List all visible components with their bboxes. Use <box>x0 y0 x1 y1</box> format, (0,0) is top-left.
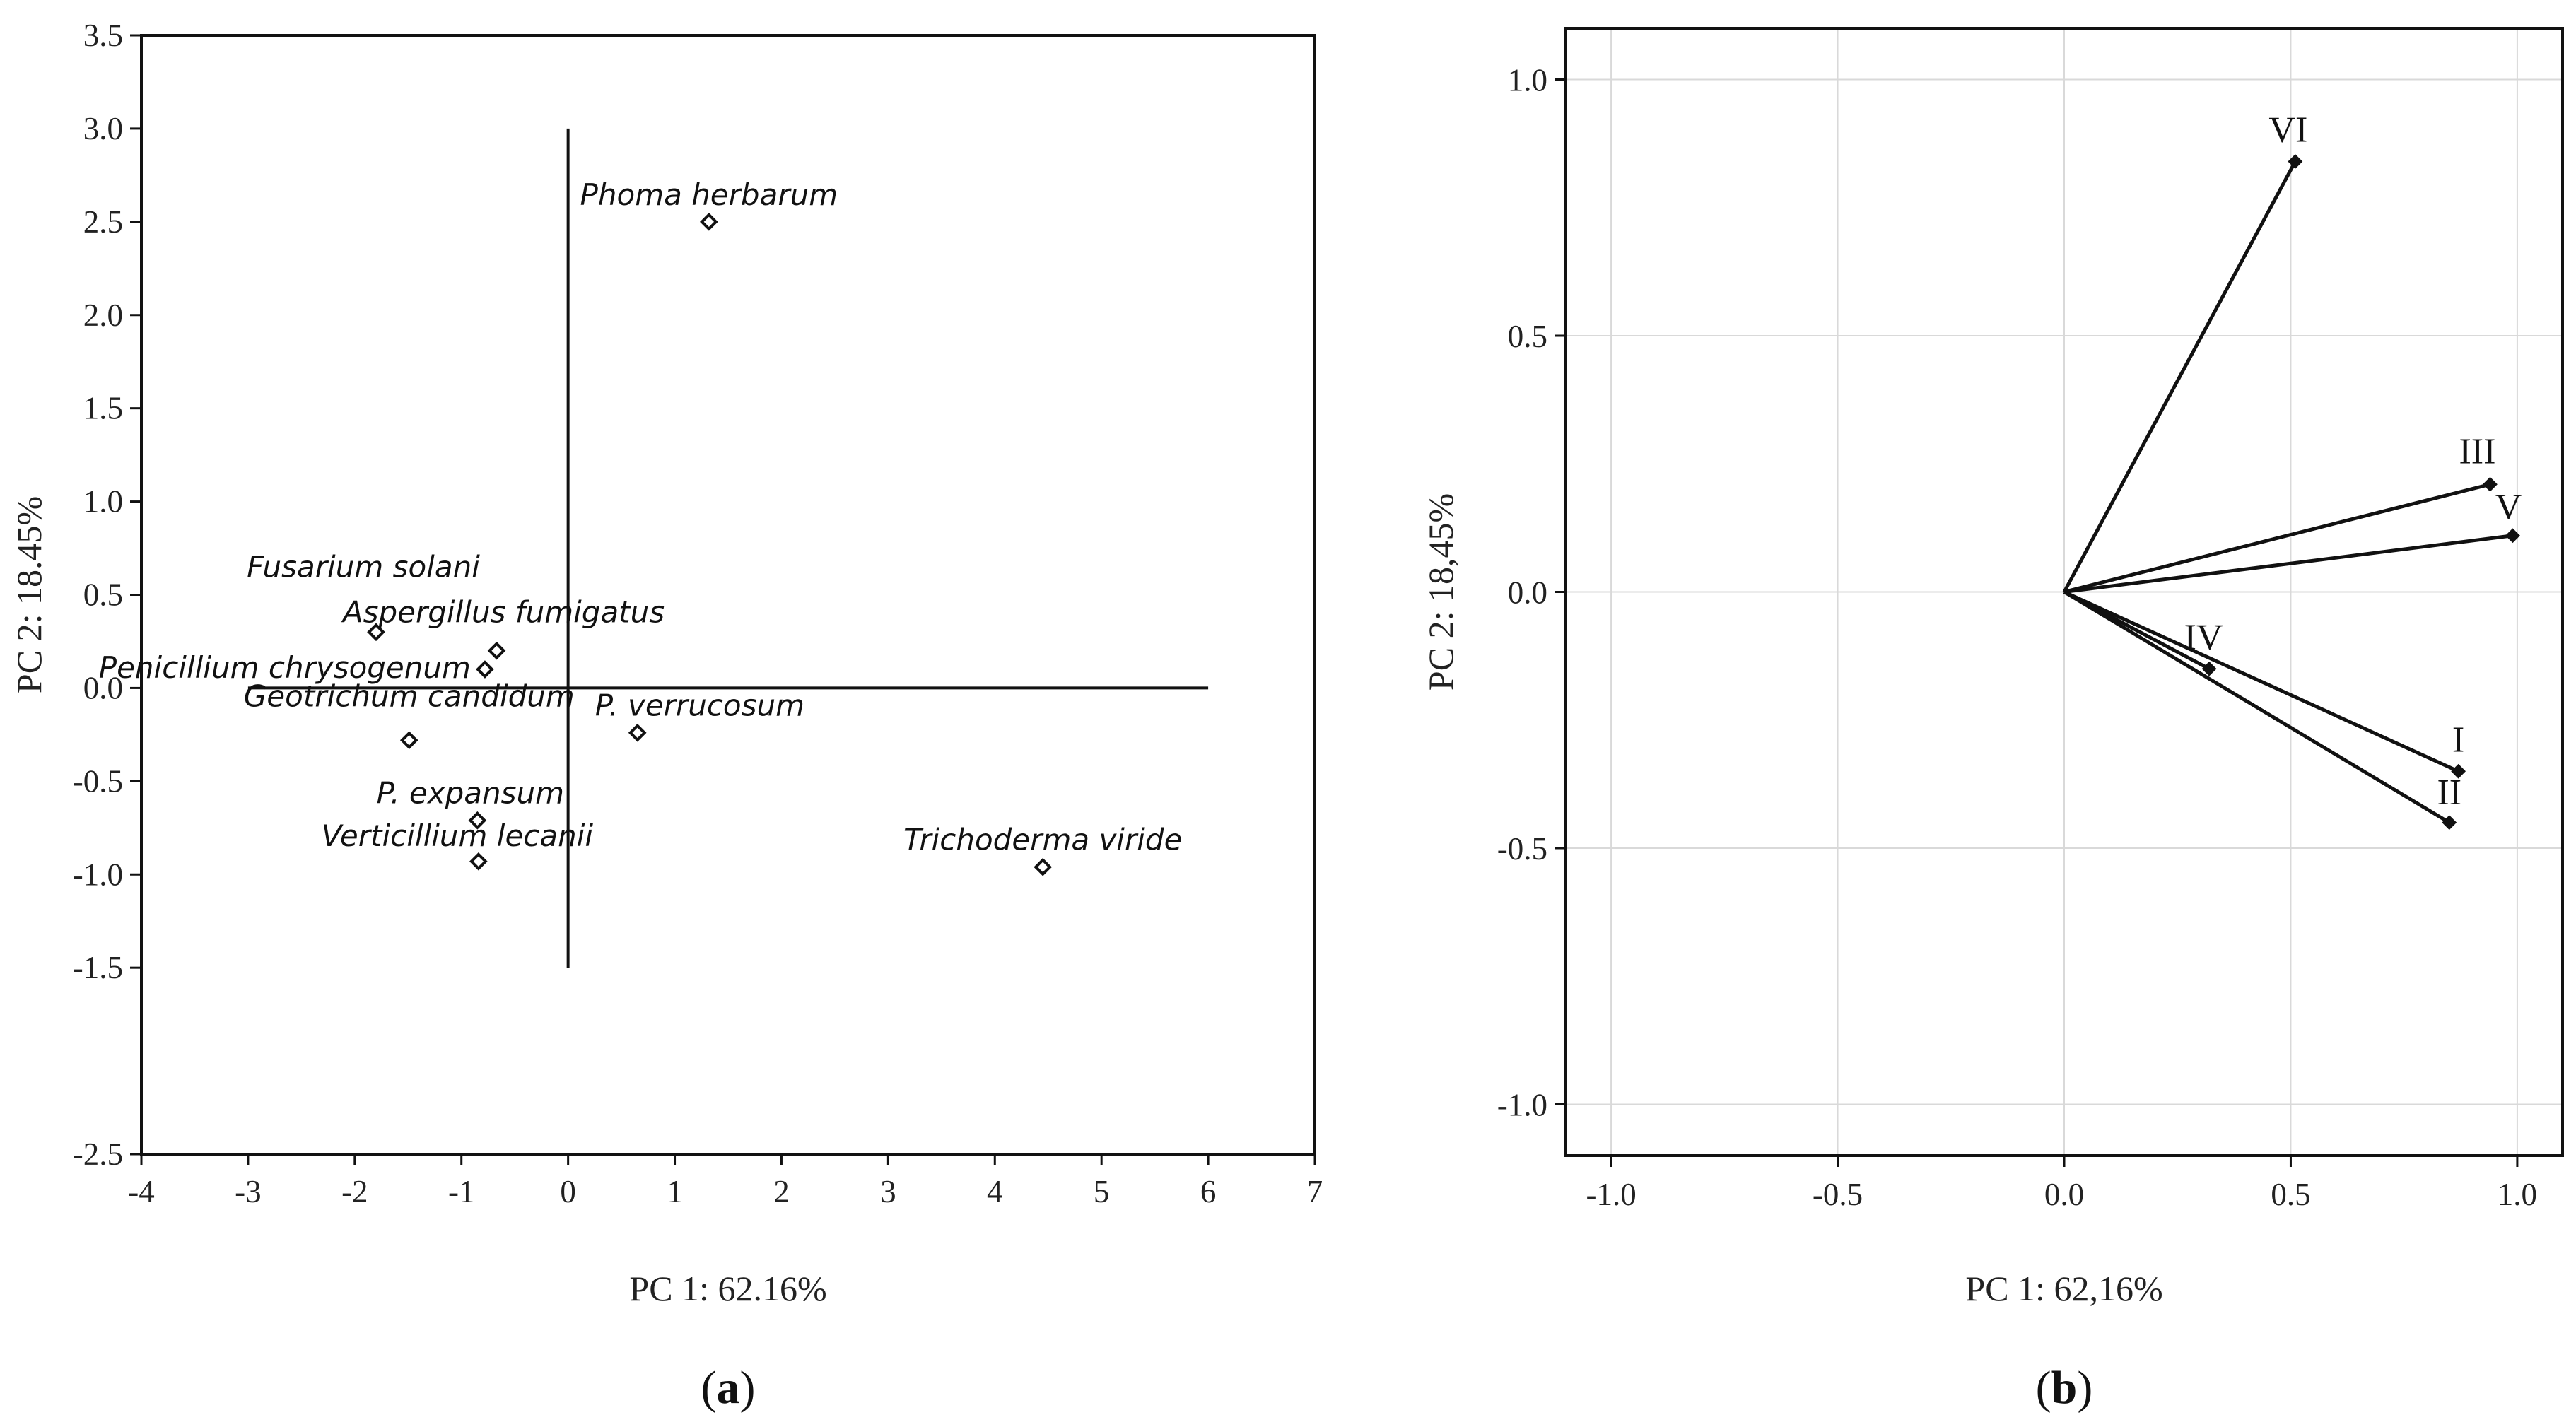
loading-vector-line <box>2063 534 2513 594</box>
y-tick-label: -2.5 <box>73 1137 123 1172</box>
panel-letter-close-paren: ) <box>2077 1362 2092 1414</box>
loading-vector-label: II <box>2437 773 2461 813</box>
data-point-label: Penicillium chrysogenum <box>99 650 471 685</box>
y-tick-label: -1.0 <box>73 857 123 892</box>
data-point-label: Fusarium solani <box>247 549 480 584</box>
y-tick-label: 0.5 <box>83 577 123 613</box>
x-tick-label: 6 <box>1200 1174 1217 1209</box>
x-tick-label: 4 <box>987 1174 1003 1209</box>
x-tick-label: -4 <box>128 1174 155 1209</box>
loading-vector-endpoint <box>2451 763 2466 779</box>
loading-vector-endpoint <box>2201 661 2217 676</box>
loading-vector-endpoint <box>2505 528 2520 544</box>
data-point-marker <box>700 213 718 231</box>
loading-vector-endpoint <box>2288 154 2303 169</box>
y-tick-label: 0.0 <box>1508 575 1547 611</box>
data-point-label: Trichoderma viride <box>903 823 1182 857</box>
x-axis-title: PC 1: 62.16% <box>629 1269 826 1308</box>
x-tick-label: 3 <box>880 1174 896 1209</box>
y-tick-label: 1.0 <box>83 484 123 519</box>
data-point-marker <box>1034 857 1053 876</box>
data-point-label: Verticillium lecanii <box>322 818 594 853</box>
loading-vector-endpoint <box>2483 476 2498 492</box>
x-tick-label: 5 <box>1094 1174 1110 1209</box>
loading-vector-line <box>2063 590 2459 773</box>
loading-vector-label: IV <box>2184 617 2223 657</box>
panel-letter-open-paren: ( <box>2036 1362 2051 1414</box>
loading-vector-line <box>2062 160 2297 593</box>
data-point-label: P. verrucosum <box>595 688 804 723</box>
loading-vector-line <box>2063 590 2451 824</box>
y-tick-label: -0.5 <box>73 763 123 799</box>
panel-letter-a: (a) <box>701 1362 756 1414</box>
loading-vector-label: III <box>2459 431 2495 471</box>
data-point-marker <box>469 852 488 871</box>
y-tick-label: -0.5 <box>1497 831 1547 867</box>
data-point-label: Phoma herbarum <box>580 177 838 212</box>
x-tick-label: 0.0 <box>2044 1177 2084 1212</box>
data-point-marker <box>628 723 647 742</box>
x-tick-label: 1.0 <box>2498 1177 2537 1212</box>
y-axis-title: PC 2: 18,45% <box>1421 493 1460 691</box>
loading-vector-label: VI <box>2268 110 2307 151</box>
y-axis-title: PC 2: 18.45% <box>9 496 49 693</box>
y-tick-label: 3.0 <box>83 111 123 146</box>
data-point-marker <box>367 623 385 642</box>
x-tick-label: -1 <box>448 1174 475 1209</box>
data-point-label: Aspergillus fumigatus <box>341 595 665 630</box>
panel-letter-value: a <box>717 1362 740 1414</box>
y-tick-label: 0.5 <box>1508 319 1547 354</box>
y-tick-label: 0.0 <box>83 670 123 705</box>
data-point-marker <box>476 660 494 679</box>
data-point-marker <box>468 811 487 830</box>
x-tick-label: -3 <box>235 1174 262 1209</box>
y-tick-label: -1.5 <box>73 950 123 985</box>
x-axis-title: PC 1: 62,16% <box>1965 1269 2162 1308</box>
loading-vector-label: V <box>2495 487 2522 527</box>
y-tick-label: 1.0 <box>1508 63 1547 98</box>
y-tick-label: 2.5 <box>83 204 123 240</box>
y-tick-label: 1.5 <box>83 391 123 426</box>
x-tick-label: -1.0 <box>1586 1177 1636 1212</box>
x-tick-label: 7 <box>1307 1174 1323 1209</box>
x-tick-label: 2 <box>773 1174 790 1209</box>
x-tick-label: -0.5 <box>1813 1177 1863 1212</box>
panel-letter-open-paren: ( <box>701 1362 717 1414</box>
data-point-marker <box>399 731 418 750</box>
panel-letter-value: b <box>2051 1362 2078 1414</box>
y-tick-label: 3.5 <box>83 18 123 53</box>
panel-b-loading-plot: -1.0 -0.5 0.0 0.5 1.01.00.50.0-0.5-1.0VIIIIV… <box>1421 27 2564 1414</box>
loading-vector-label: I <box>2452 720 2464 760</box>
loading-vector-line <box>2063 482 2491 594</box>
panel-letter-b: (b) <box>2036 1362 2093 1414</box>
data-point-label: Geotrichum candidum <box>244 679 575 713</box>
data-point-marker <box>487 641 506 660</box>
panel-letter-close-paren: ) <box>740 1362 756 1414</box>
data-point-label: P. expansum <box>377 776 564 811</box>
x-tick-label: 1 <box>667 1174 683 1209</box>
x-tick-label: -2 <box>341 1174 368 1209</box>
panel-a-scatter-plot: -4 -3 -2 -1 0 1 2 3 4 5 6 7 3.5 3.0 2.5 2.0 1.5 1.0 0.5 0.0… <box>9 18 1323 1414</box>
y-tick-label: -1.0 <box>1497 1088 1547 1123</box>
y-tick-label: 2.0 <box>83 298 123 333</box>
loading-vector-endpoint <box>2442 815 2457 830</box>
x-tick-label: 0 <box>560 1174 576 1209</box>
x-tick-label: 0.5 <box>2271 1177 2310 1212</box>
